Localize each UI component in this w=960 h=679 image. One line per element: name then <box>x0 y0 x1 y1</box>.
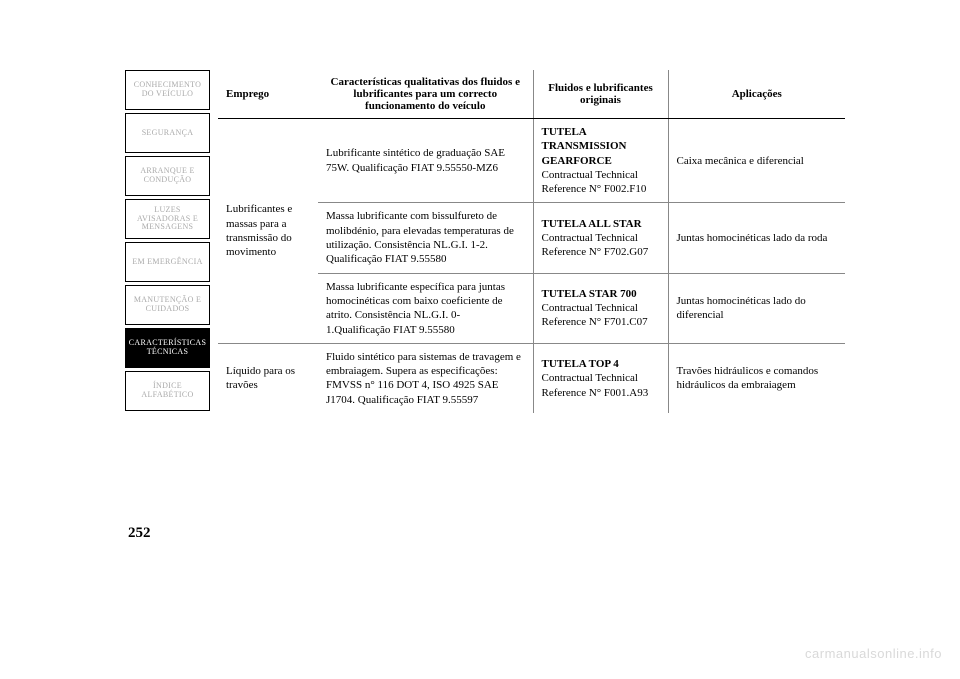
cell-aplic: Juntas homocinéticas lado da roda <box>668 203 845 273</box>
table-row: Líquido para os travões Fluido sintético… <box>218 343 845 413</box>
col-header-emprego: Emprego <box>218 70 318 119</box>
fluid-name: TUTELA STAR 700 <box>542 288 637 300</box>
table-row: Lubrificantes e massas para a transmissã… <box>218 119 845 203</box>
cell-caract: Massa lubrificante com bissulfureto de m… <box>318 203 533 273</box>
fluid-name: TUTELA TOP 4 <box>542 358 619 370</box>
cell-aplic: Juntas homocinéticas lado do diferencial <box>668 273 845 343</box>
main-content: Emprego Características qualitativas dos… <box>218 70 845 413</box>
col-header-caract: Características qualitativas dos fluidos… <box>318 70 533 119</box>
col-header-aplic: Aplicações <box>668 70 845 119</box>
sidebar-item-indice[interactable]: ÍNDICE ALFABÉTICO <box>125 371 210 411</box>
cell-caract: Massa lubrificante específica para junta… <box>318 273 533 343</box>
sidebar-item-luzes[interactable]: LUZES AVISADORAS E MENSAGENS <box>125 199 210 239</box>
sidebar-item-emergencia[interactable]: EM EMERGÊNCIA <box>125 242 210 282</box>
watermark: carmanualsonline.info <box>805 646 942 661</box>
cell-aplic: Caixa mecânica e diferencial <box>668 119 845 203</box>
cell-caract: Lubrificante sintético de graduação SAE … <box>318 119 533 203</box>
sidebar-item-seguranca[interactable]: SEGURANÇA <box>125 113 210 153</box>
fluid-ref: Contractual Technical Reference N° F001.… <box>542 372 649 398</box>
cell-fluidos: TUTELA ALL STAR Contractual Technical Ref… <box>533 203 668 273</box>
cell-fluidos: TUTELA TOP 4 Contractual Technical Refere… <box>533 343 668 413</box>
page-number: 252 <box>128 525 151 542</box>
fluid-name: TUTELA TRANSMISSION GEARFORCE <box>542 126 627 167</box>
fluid-ref: Contractual Technical Reference N° F702.… <box>542 232 649 258</box>
cell-fluidos: TUTELA STAR 700 Contractual Technical Ref… <box>533 273 668 343</box>
cell-caract: Fluido sintético para sistemas de travag… <box>318 343 533 413</box>
emprego-group-1: Lubrificantes e massas para a transmissã… <box>218 119 318 344</box>
sidebar-item-conhecimento[interactable]: CONHECIMENTO DO VEÍCULO <box>125 70 210 110</box>
nav-sidebar: CONHECIMENTO DO VEÍCULO SEGURANÇA ARRANQ… <box>125 70 210 411</box>
col-header-fluidos: Fluidos e lubrificantes originais <box>533 70 668 119</box>
fluid-ref: Contractual Technical Reference N° F701.… <box>542 302 648 328</box>
emprego-group-2: Líquido para os travões <box>218 343 318 413</box>
fluid-name: TUTELA ALL STAR <box>542 218 642 230</box>
fluid-ref: Contractual Technical Reference N° F002.… <box>542 169 647 195</box>
sidebar-item-arranque[interactable]: ARRANQUE E CONDUÇÃO <box>125 156 210 196</box>
cell-fluidos: TUTELA TRANSMISSION GEARFORCEContractual… <box>533 119 668 203</box>
fluids-table: Emprego Características qualitativas dos… <box>218 70 845 413</box>
sidebar-item-manutencao[interactable]: MANUTENÇÃO E CUIDADOS <box>125 285 210 325</box>
cell-aplic: Travões hidráulicos e comandos hidráulic… <box>668 343 845 413</box>
sidebar-item-caracteristicas[interactable]: CARACTERÍSTICAS TÉCNICAS <box>125 328 210 368</box>
